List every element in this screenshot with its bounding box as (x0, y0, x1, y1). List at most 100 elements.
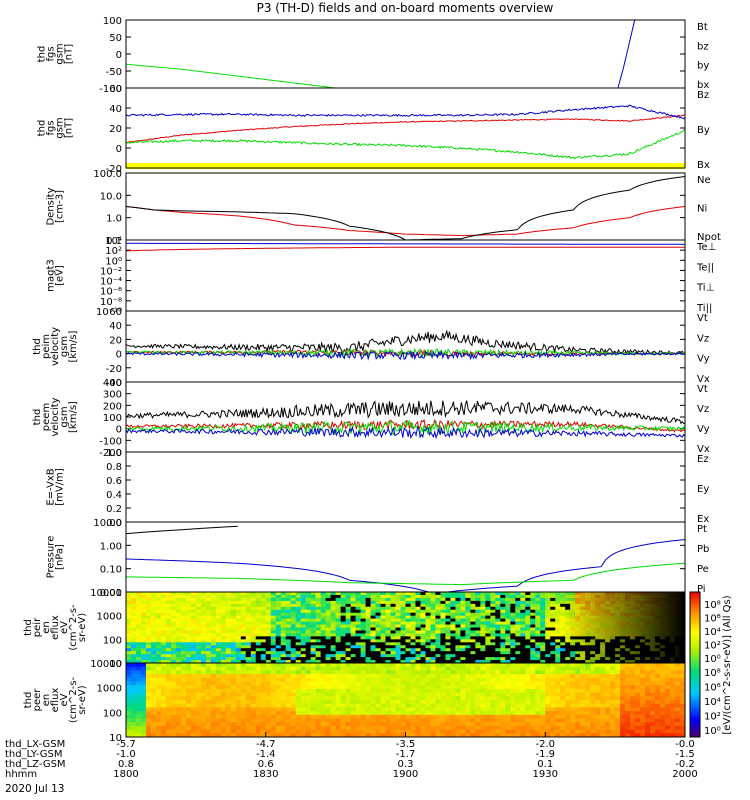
panel-5-legend-Vx: Vx (697, 374, 710, 385)
panel-1-ylabel: gsm (55, 43, 66, 64)
x-axis-row-value: -1.9 (535, 749, 555, 760)
panel-4-tick-label: 10² (105, 246, 122, 257)
series-Pe-panel-8 (126, 562, 686, 586)
panel-8-ylabel: Pressure (46, 536, 57, 579)
panel-1-tick-label: -100 (99, 84, 122, 95)
series-Vt-panel-5 (125, 329, 686, 356)
panel-6-tick-label: 400 (103, 378, 122, 389)
x-axis-row-value: 1800 (113, 769, 138, 780)
panel-2-tick-label: -20 (106, 164, 122, 175)
panel-10-tick-label: 100 (103, 708, 122, 719)
ion-spectrogram-dropout (126, 592, 685, 663)
ion-spectrogram (126, 592, 685, 663)
panel-10-ylabel: thd (23, 692, 34, 709)
series-by-panel-1 (125, 63, 350, 89)
panel-9-ylabel: sr-eV) (77, 613, 88, 642)
series-Ti⊥-panel-4 (126, 242, 686, 245)
panel-4-legend-Ti⊥: Ti⊥ (696, 283, 714, 294)
x-axis-row-value: 1930 (533, 769, 558, 780)
series-Vx-panel-5 (125, 350, 686, 361)
panel-3-ylabel: Density (46, 187, 57, 225)
x-axis-row-label: thd_LX-GSM (5, 739, 65, 750)
panel-6-ylabel: gsm (59, 406, 70, 427)
panel-5-tick-label: 40 (109, 321, 122, 332)
colorbar-upper-tick: 10⁰ (704, 654, 721, 665)
panel-7: E=-VxB[mV/m] 1.0 0.8 0.6 0.4 0.2 0.0 Ez Ey Ex (46, 448, 710, 529)
panel-5-tick-label: -40 (106, 378, 122, 389)
series-Bx-panel-2 (125, 104, 686, 120)
panel-2-legend-Bx: Bx (697, 160, 710, 171)
panel-3-legend-Ni: Ni (697, 204, 707, 215)
x-axis-row-value: -3.5 (396, 739, 416, 750)
panel-1-ylabel: [nT] (64, 44, 75, 64)
series-Vx-panel-6 (125, 425, 686, 440)
colorbar-lower-tick: 10⁶ (704, 683, 721, 694)
panel-10-ylabel: eflux (50, 688, 61, 713)
panel-6-tick-label: -200 (99, 448, 122, 459)
panel-8-tick-label: 10.00 (93, 518, 122, 529)
panel-3-tick-label: 0.1 (106, 236, 122, 247)
x-axis-row-value: -5.7 (116, 739, 136, 750)
panel-9-ylabel: thd (23, 619, 34, 636)
x-axis-row-value: 0.8 (118, 759, 134, 770)
panel-7-tick-label: 0.2 (106, 504, 122, 515)
date-label: 2020 Jul 13 (5, 783, 64, 795)
panel-8-legend-Pb: Pb (697, 544, 709, 555)
panel-4-tick-label: 10⁻¹⁰ (96, 307, 122, 318)
panel-7-ylabel: [mV/m] (55, 468, 66, 506)
panel-2-ylabel: thd (37, 120, 48, 137)
panel-9-ylabel: eV (59, 621, 70, 634)
panel-7-legend-Ey: Ey (697, 484, 709, 495)
colorbar-upper-tick: 10² (704, 641, 721, 652)
panel-4-tick-label: 10⁻⁶ (100, 287, 122, 298)
panel-5-ylabel: [km/s] (68, 330, 79, 362)
x-axis-row-value: -1.4 (256, 749, 276, 760)
panel-7-legend-Ex: Ex (697, 514, 709, 525)
panel-1-ylabel: fgs (46, 46, 57, 61)
panel-6-tick-label: 200 (103, 401, 122, 412)
panel-2-legend-Bz: Bz (697, 90, 709, 101)
quality-flag-bar (126, 163, 685, 169)
panel-4-frame (125, 239, 686, 312)
panel-2-frame (125, 87, 686, 169)
panel-4-tick-label: 10⁴ (105, 236, 122, 247)
panel-2-ylabel: gsm (55, 117, 66, 138)
panel-6-ylabel: velocity (50, 397, 61, 436)
x-axis-row-label: hhmm (5, 769, 37, 780)
panel-4-ylabel: magt3 (46, 259, 57, 292)
panel-5-tick-label: -20 (106, 364, 122, 375)
panel-10-ylabel: (cm^2-s- (68, 676, 79, 723)
panel-6-legend-Vz: Vz (697, 404, 709, 415)
panel-4-tick-label: 10⁻⁴ (100, 277, 122, 288)
x-axis-row-value: 0.6 (258, 759, 274, 770)
panel-9-ylabel: (cm^2-s- (68, 604, 79, 651)
panel-7-ylabel: E=-VxB (46, 468, 57, 505)
panel-6-tick-label: 300 (103, 390, 122, 401)
series-Vt-panel-6 (125, 400, 686, 425)
panel-10-ylabel: peer (32, 688, 43, 712)
panel-8: Pressure[nPa] 10.00 1.00 0.10 0.01 Pt Pb Pe Pi (46, 518, 710, 599)
panel-10-ylabel: eV (59, 693, 70, 706)
panel-8-tick-label: 1.00 (100, 541, 122, 552)
panel-6-legend-Vy: Vy (697, 424, 710, 435)
colorbar (689, 591, 701, 738)
colorbar-label: [eV/(cm^2-s-sr-eV)] (All Qs) (722, 595, 733, 734)
panel-5-tick-label: 60 (109, 307, 122, 318)
panel-6-legend-Vt: Vt (697, 384, 708, 395)
electron-spectrogram (126, 663, 685, 737)
panel-1-tick-label: 100 (103, 16, 122, 27)
panel-7-frame (125, 451, 686, 523)
series-Te⊥-panel-4 (125, 246, 685, 252)
panel-10-tick-label: 10000 (90, 659, 122, 670)
series-Vy-panel-6 (125, 419, 686, 436)
series-Ne-panel-3 (125, 206, 686, 237)
series-Bz-panel-2 (125, 114, 685, 144)
panel-6-tick-label: -100 (99, 436, 122, 447)
panel-2-legend-By: By (697, 125, 710, 136)
panel-1-tick-label: 0 (116, 50, 122, 61)
panel-2-ylabel: fgs (46, 120, 57, 135)
x-axis-row-value: -0.2 (675, 759, 695, 770)
panel-9-ylabel: en (41, 621, 52, 634)
panel-4-tick-label: 10⁻² (100, 266, 122, 277)
